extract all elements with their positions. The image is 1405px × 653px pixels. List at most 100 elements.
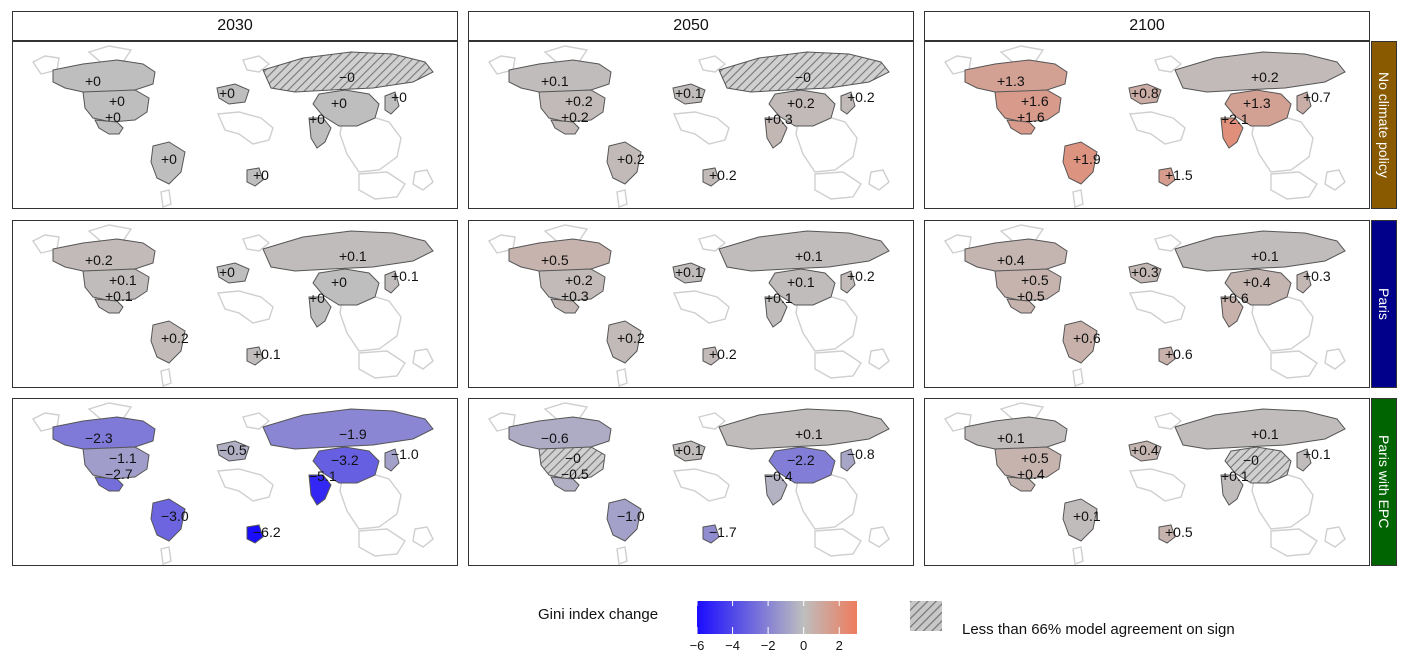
land-outline: [1072, 546, 1084, 565]
region-india: [1220, 296, 1244, 328]
region-mexico: [94, 476, 124, 492]
land-outline: [1324, 348, 1346, 370]
land-outline: [868, 526, 890, 548]
value-label-brazil: +0.2: [617, 330, 645, 346]
region-russia: [1174, 408, 1346, 450]
value-label-usa: +0.2: [565, 93, 593, 109]
region-russia: [718, 230, 890, 272]
land-outline: [160, 368, 172, 387]
land-outline: [698, 55, 727, 73]
value-label-brazil: +0.1: [1073, 508, 1101, 524]
region-usa: [994, 446, 1062, 480]
value-label-south-africa: −1.7: [709, 524, 737, 540]
value-label-brazil: −1.0: [617, 508, 645, 524]
value-label-india: +0.1: [765, 290, 793, 306]
value-label-india: +0: [309, 290, 325, 306]
map-panel-paris-2050: +0.5 +0.2 +0.3 +0.2 +0.1 +0.1 +0.1 +0.1 +0.2 +0.2: [468, 220, 914, 388]
region-south-africa: [246, 346, 264, 366]
region-brazil: [1062, 498, 1098, 542]
value-label-canada: +0.1: [997, 430, 1025, 446]
value-label-china: −0: [1243, 452, 1259, 468]
region-china: [312, 268, 380, 306]
region-mexico: [550, 119, 580, 135]
value-label-japan: +0.7: [1303, 89, 1331, 105]
value-label-south-africa: +0.1: [253, 346, 281, 362]
region-japan: [840, 91, 856, 115]
region-usa: [538, 89, 606, 123]
map-panel-paris-2030: +0.2 +0.1 +0.1 +0.2 +0 +0.1 +0 +0 +0.1 +0.1: [12, 220, 458, 388]
value-label-canada: +0: [85, 73, 101, 89]
value-label-brazil: +1.9: [1073, 151, 1101, 167]
column-header-2030: 2030: [12, 11, 458, 41]
world-map: +0+0+0+0+0−0+0+0+0+0: [31, 45, 434, 208]
value-label-russia: +0.1: [1251, 426, 1279, 442]
value-label-south-africa: +0.2: [709, 167, 737, 183]
land-outline: [1154, 412, 1183, 430]
land-outline: [487, 234, 516, 254]
value-label-mexico: +0.5: [1017, 288, 1045, 304]
value-label-south-africa: −6.2: [253, 524, 281, 540]
region-mexico: [550, 298, 580, 314]
region-china: [768, 89, 836, 127]
colorbar-tick-label: −2: [760, 638, 776, 653]
hatch-legend-label: Less than 66% model agreement on sign: [962, 621, 1235, 638]
value-label-canada: +0.5: [541, 252, 569, 268]
value-label-india: −5.1: [309, 468, 337, 484]
value-label-china: +0.2: [787, 95, 815, 111]
region-japan: [384, 448, 400, 472]
map-panel-paris-with-epc-2050: −0.6 −0 −0.5 −1.0 +0.1 +0.1 −2.2 −0.4 −0.8 −1.7: [468, 398, 914, 566]
value-label-usa: +1.6: [1021, 93, 1049, 109]
land-outline: [216, 290, 274, 324]
colorbar-tick-label: 2: [835, 638, 843, 653]
region-europe: [672, 440, 706, 462]
land-outline: [339, 293, 402, 352]
land-outline: [1154, 234, 1183, 252]
region-india: [1220, 474, 1244, 506]
land-outline: [242, 234, 271, 252]
region-china: [1224, 89, 1292, 127]
region-china: [1224, 268, 1292, 306]
value-label-china: +0: [331, 95, 347, 111]
value-label-brazil: +0.2: [617, 151, 645, 167]
region-usa: [82, 268, 150, 302]
value-label-south-africa: +0: [253, 167, 269, 183]
region-europe: [216, 440, 250, 462]
value-label-europe: +0: [219, 264, 235, 280]
value-label-japan: +0.1: [1303, 446, 1331, 462]
land-outline: [242, 412, 271, 430]
land-outline: [1270, 171, 1318, 200]
land-outline: [216, 468, 274, 502]
land-outline: [1251, 471, 1314, 530]
region-russia: [262, 408, 434, 450]
region-india: [764, 296, 788, 328]
value-label-india: −0.4: [765, 468, 793, 484]
land-outline: [1128, 111, 1186, 145]
value-label-india: +0.1: [1221, 468, 1249, 484]
value-label-japan: +0.2: [847, 268, 875, 284]
region-mexico: [1006, 476, 1036, 492]
region-japan: [1296, 91, 1312, 115]
land-outline: [672, 468, 730, 502]
region-south-africa: [1158, 524, 1176, 544]
value-label-europe: +0: [219, 85, 235, 101]
value-label-south-africa: +1.5: [1165, 167, 1193, 183]
value-label-china: −2.2: [787, 452, 815, 468]
row-label: No climate policy: [1376, 72, 1392, 178]
region-south-africa: [702, 167, 720, 187]
region-japan: [840, 448, 856, 472]
land-outline: [795, 114, 858, 173]
land-outline: [943, 412, 972, 432]
region-brazil: [606, 320, 642, 364]
value-label-europe: −0.5: [219, 442, 247, 458]
land-outline: [1270, 528, 1318, 557]
value-label-india: +0: [309, 111, 325, 127]
value-label-india: +0.3: [765, 111, 793, 127]
region-japan: [1296, 448, 1312, 472]
land-outline: [216, 111, 274, 145]
region-mexico: [94, 119, 124, 135]
region-russia: [262, 230, 434, 272]
land-outline: [339, 114, 402, 173]
map-panel-paris-with-epc-2030: −2.3 −1.1 −2.7 −3.0 −0.5 −1.9 −3.2 −5.1 −1.0 −6.2: [12, 398, 458, 566]
map-panel-paris-with-epc-2100: +0.1 +0.5 +0.4 +0.1 +0.4 +0.1 −0 +0.1 +0.1 +0.5: [924, 398, 1370, 566]
value-label-japan: +0.2: [847, 89, 875, 105]
